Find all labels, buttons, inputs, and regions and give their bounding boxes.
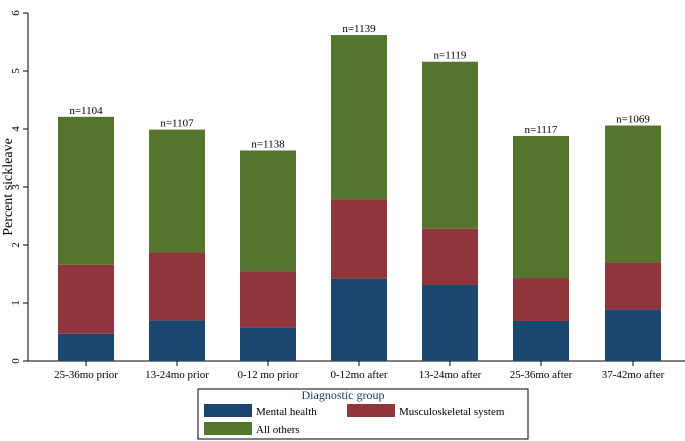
x-tick-label: 25-36mo after [510, 369, 573, 381]
bar-segment [58, 333, 114, 361]
bar-segment [513, 320, 569, 361]
y-tick-label: 5 [10, 68, 22, 74]
x-tick-label: 25-36mo prior [54, 369, 118, 381]
bars [58, 35, 661, 361]
bar-segment [331, 278, 387, 361]
y-tick-label: 6 [10, 10, 22, 16]
bar-total-label: n=1069 [616, 114, 650, 126]
bar-segment [331, 35, 387, 200]
bar-segment [422, 285, 478, 361]
bar-total-label: n=1104 [69, 105, 103, 117]
bar-segment [58, 116, 114, 265]
legend-label: Mental health [256, 406, 317, 418]
bar-total-label: n=1119 [434, 50, 467, 62]
bar-segment [422, 61, 478, 229]
legend-swatch [347, 404, 395, 417]
legend: Diagnostic group Mental health Musculoskel… [197, 388, 529, 440]
x-tick-label: 37-42mo after [602, 369, 665, 381]
bar-segment [513, 278, 569, 321]
legend-label: Musculoskeletal system [399, 406, 505, 418]
x-tick-label: 13-24mo prior [145, 369, 209, 381]
x-tick-label: 0-12 mo prior [237, 369, 298, 381]
y-tick-label: 2 [10, 242, 22, 248]
bar-segment [422, 228, 478, 286]
axes: 0 1 2 3 4 5 6 Percent sickleave 25-36mo prior 13-… [1, 10, 685, 381]
bar-segment [240, 271, 296, 328]
x-tick-label: 13-24mo after [419, 369, 482, 381]
labels: n=1104 n=1107 n=1138 n=1139 n=1119 n=1117 n=10… [69, 23, 650, 150]
bar-total-label: n=1117 [525, 124, 558, 136]
y-tick-label: 4 [10, 126, 22, 132]
legend-label: All others [256, 424, 300, 436]
bar-segment [149, 129, 205, 253]
legend-title: Diagnostic group [302, 388, 385, 402]
y-tick-label: 0 [10, 358, 22, 364]
bar-segment [605, 309, 661, 361]
legend-swatch [204, 404, 252, 417]
bar-segment [149, 252, 205, 321]
bar-segment [149, 320, 205, 361]
bar-segment [58, 264, 114, 334]
y-tick-label: 3 [10, 184, 22, 190]
bar-segment [240, 150, 296, 272]
x-tick-label: 0-12mo after [330, 369, 387, 381]
bar-segment [331, 199, 387, 279]
bar-segment [240, 327, 296, 361]
legend-swatch [204, 422, 252, 435]
bar-total-label: n=1139 [342, 23, 376, 35]
bar-segment [605, 125, 661, 263]
bar-segment [605, 262, 661, 310]
bar-total-label: n=1107 [160, 118, 194, 130]
bar-total-label: n=1138 [251, 138, 285, 150]
y-axis-title: Percent sickleave [1, 138, 16, 236]
y-tick-label: 1 [10, 300, 22, 306]
bar-segment [513, 135, 569, 279]
